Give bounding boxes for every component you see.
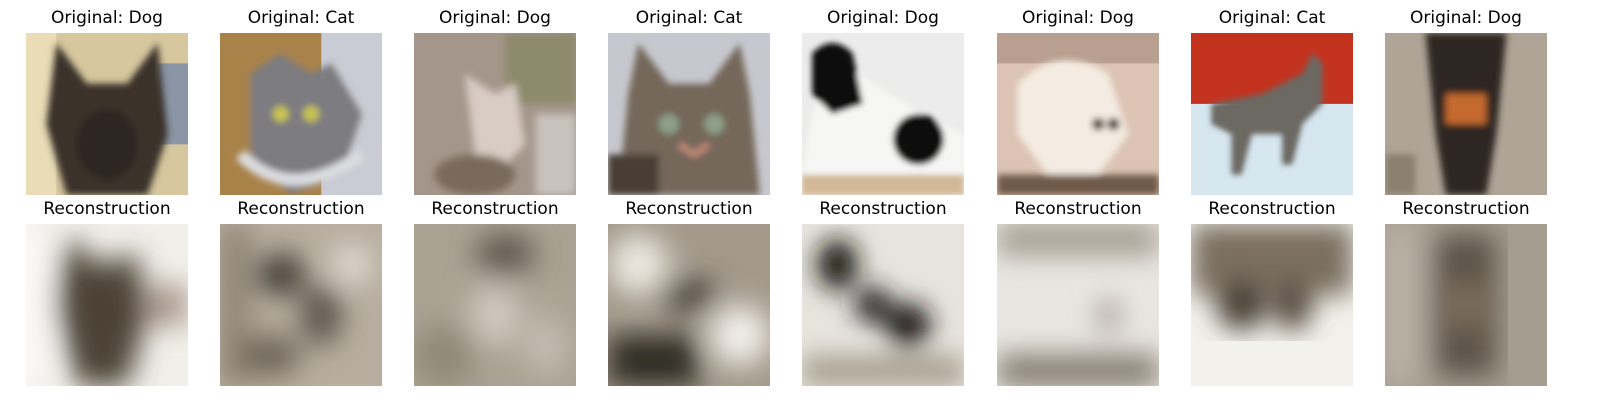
reconstruction-title: Reconstruction [819,199,947,219]
reconstruction-image [802,224,964,386]
original-image [802,33,964,195]
original-title: Original: Dog [439,8,551,28]
original-title: Original: Dog [1410,8,1522,28]
reconstruction-title: Reconstruction [1402,199,1530,219]
original-title: Original: Dog [1022,8,1134,28]
reconstruction-image [1385,224,1547,386]
reconstruction-image [1191,224,1353,386]
reconstruction-title: Reconstruction [1014,199,1142,219]
reconstruction-image [26,224,188,386]
original-image [414,33,576,195]
reconstruction-image [608,224,770,386]
original-title: Original: Cat [635,8,743,28]
original-title: Original: Cat [247,8,355,28]
reconstruction-image [414,224,576,386]
original-image [26,33,188,195]
original-title: Original: Dog [827,8,939,28]
reconstruction-title: Reconstruction [43,199,171,219]
reconstruction-image [997,224,1159,386]
reconstruction-title: Reconstruction [237,199,365,219]
reconstruction-title: Reconstruction [1208,199,1336,219]
original-image [220,33,382,195]
original-image [997,33,1159,195]
reconstruction-title: Reconstruction [625,199,753,219]
reconstruction-title: Reconstruction [431,199,559,219]
original-image [608,33,770,195]
original-image [1191,33,1353,195]
original-title: Original: Dog [51,8,163,28]
original-image [1385,33,1547,195]
original-title: Original: Cat [1218,8,1326,28]
reconstruction-image [220,224,382,386]
